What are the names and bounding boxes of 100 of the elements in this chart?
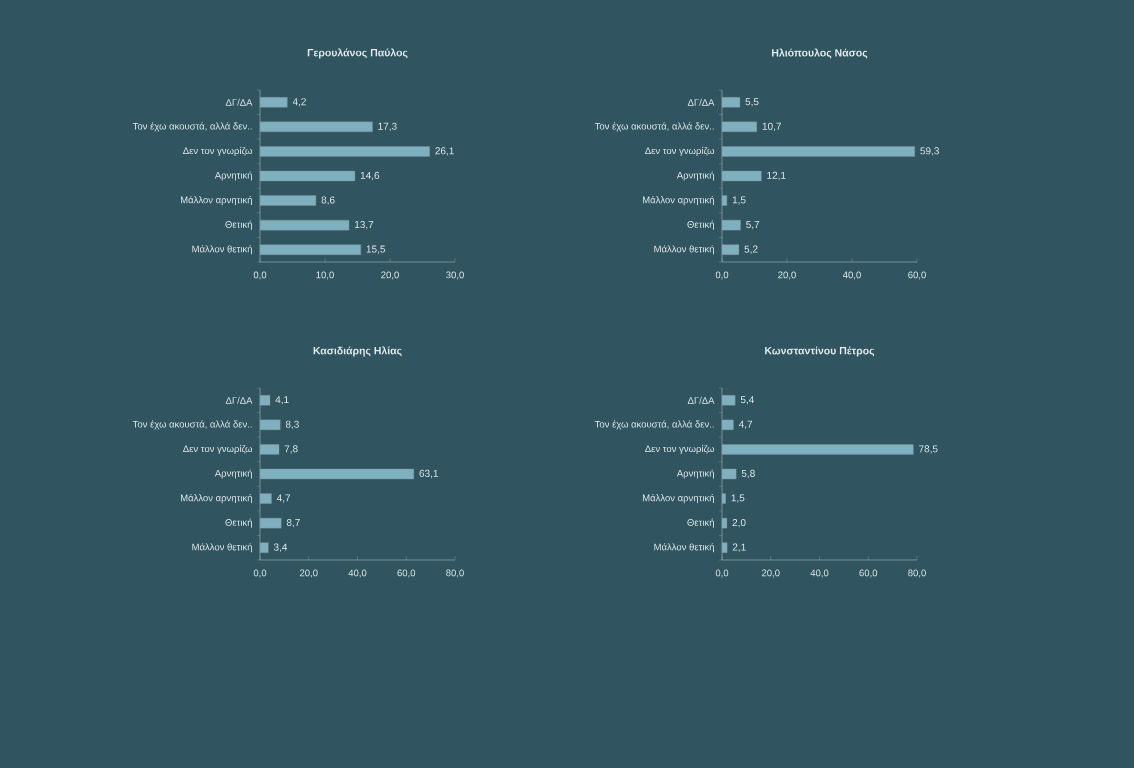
data-label: 2,0 bbox=[732, 519, 746, 528]
bar bbox=[721, 170, 762, 182]
bar bbox=[259, 493, 272, 504]
y-tick-label: Τον έχω ακουστά, αλλά δεν.. bbox=[132, 122, 252, 132]
x-tick-label: 20,0 bbox=[381, 271, 399, 280]
x-tick-label: 10,0 bbox=[316, 271, 334, 280]
chart-title: Γερουλάνος Παύλος bbox=[307, 48, 408, 59]
y-tick-label: Αρνητική bbox=[214, 469, 252, 479]
x-tick-label: 20,0 bbox=[761, 569, 780, 578]
data-label: 4,2 bbox=[292, 98, 306, 107]
x-tick-label: 60,0 bbox=[859, 569, 878, 578]
data-label: 5,4 bbox=[740, 396, 754, 405]
bar bbox=[259, 419, 281, 431]
y-tick-label: Τον έχω ακουστά, αλλά δεν.. bbox=[132, 420, 252, 430]
chart-title: Κωνσταντίνου Πέτρος bbox=[765, 346, 875, 357]
bar bbox=[721, 493, 726, 504]
y-tick-label: Δεν τον γνωρίζω bbox=[645, 444, 715, 454]
y-tick-label: Δεν τον γνωρίζω bbox=[183, 146, 253, 156]
data-label: 63,1 bbox=[419, 469, 438, 479]
bar bbox=[721, 97, 741, 108]
bar bbox=[721, 244, 740, 255]
y-tick-label: Μάλλον αρνητική bbox=[180, 195, 252, 206]
y-tick-label: Μάλλον αρνητική bbox=[180, 494, 252, 504]
bar bbox=[721, 468, 737, 480]
bar bbox=[259, 542, 269, 553]
bar bbox=[721, 219, 741, 231]
y-tick-label: Μάλλον θετική bbox=[654, 245, 714, 255]
y-tick-label: Δεν τον γνωρίζω bbox=[645, 146, 715, 156]
y-tick-label: ΔΓ/ΔΑ bbox=[225, 396, 253, 404]
x-tick-label: 0,0 bbox=[715, 569, 729, 578]
data-label: 8,7 bbox=[286, 519, 300, 528]
bar bbox=[721, 542, 728, 553]
data-label: 59,3 bbox=[920, 147, 939, 156]
data-label: 5,5 bbox=[745, 98, 759, 107]
y-tick-label: Θετική bbox=[687, 220, 714, 230]
y-tick-label: Αρνητική bbox=[676, 469, 714, 479]
data-label: 2,1 bbox=[732, 543, 746, 552]
data-label: 8,3 bbox=[285, 420, 299, 429]
data-label: 17,3 bbox=[378, 122, 397, 131]
data-label: 7,8 bbox=[284, 445, 298, 454]
data-label: 26,1 bbox=[435, 147, 454, 156]
bar bbox=[721, 517, 728, 529]
x-tick-label: 0,0 bbox=[715, 271, 729, 280]
bar bbox=[259, 170, 356, 182]
y-tick-label: Μάλλον θετική bbox=[192, 543, 252, 553]
y-tick-label: Θετική bbox=[225, 518, 252, 528]
data-label: 14,6 bbox=[360, 171, 380, 181]
bar bbox=[721, 444, 914, 455]
x-tick-label: 40,0 bbox=[810, 569, 829, 578]
y-tick-label: Τον έχω ακουστά, αλλά δεν.. bbox=[594, 420, 714, 430]
bar bbox=[259, 121, 373, 133]
bar bbox=[259, 195, 317, 206]
data-label: 12,1 bbox=[767, 171, 786, 181]
y-tick-label: Δεν τον γνωρίζω bbox=[183, 444, 253, 454]
y-tick-label: Μάλλον θετική bbox=[654, 543, 714, 553]
y-tick-label: Αρνητική bbox=[676, 171, 714, 181]
x-tick-label: 60,0 bbox=[908, 271, 926, 280]
bar bbox=[259, 219, 350, 231]
bar bbox=[259, 146, 430, 157]
chart-title: Κασιδιάρης Ηλίας bbox=[313, 346, 402, 357]
data-label: 4,1 bbox=[275, 396, 289, 405]
data-label: 78,5 bbox=[919, 445, 938, 454]
y-tick-label: ΔΓ/ΔΑ bbox=[687, 98, 715, 106]
data-label: 1,5 bbox=[731, 494, 745, 503]
data-label: 5,2 bbox=[744, 245, 758, 254]
y-tick-label: Αρνητική bbox=[214, 171, 252, 181]
x-tick-label: 20,0 bbox=[778, 271, 796, 280]
bar bbox=[721, 419, 734, 431]
x-tick-label: 80,0 bbox=[908, 569, 926, 578]
y-tick-label: Μάλλον αρνητική bbox=[643, 494, 714, 504]
data-label: 5,7 bbox=[746, 221, 760, 230]
x-tick-label: 0,0 bbox=[253, 271, 267, 280]
y-tick-label: ΔΓ/ΔΑ bbox=[225, 98, 253, 106]
y-tick-label: ΔΓ/ΔΑ bbox=[687, 396, 715, 404]
data-label: 8,6 bbox=[321, 196, 335, 205]
y-tick-label: Μάλλον θετική bbox=[192, 245, 252, 255]
x-tick-label: 40,0 bbox=[842, 271, 861, 280]
x-tick-label: 60,0 bbox=[397, 569, 416, 578]
x-tick-label: 30,0 bbox=[446, 271, 464, 280]
data-label: 3,4 bbox=[273, 543, 288, 552]
data-label: 4,7 bbox=[738, 420, 753, 429]
bar bbox=[721, 146, 915, 157]
x-tick-label: 20,0 bbox=[299, 569, 318, 578]
chart-title: Ηλιόπουλος Νάσος bbox=[772, 48, 868, 59]
y-tick-label: Θετική bbox=[225, 220, 252, 230]
data-label: 1,5 bbox=[732, 196, 746, 205]
x-tick-label: 40,0 bbox=[348, 569, 367, 578]
y-tick-label: Θετική bbox=[687, 518, 714, 528]
data-label: 10,7 bbox=[762, 122, 781, 131]
bar bbox=[721, 395, 736, 406]
bar bbox=[721, 121, 757, 133]
data-label: 5,8 bbox=[741, 469, 755, 479]
bar bbox=[259, 444, 280, 455]
bar bbox=[259, 517, 282, 529]
data-label: 15,5 bbox=[366, 245, 385, 254]
y-tick-label: Τον έχω ακουστά, αλλά δεν.. bbox=[594, 122, 714, 132]
data-label: 13,7 bbox=[355, 221, 374, 230]
bar bbox=[721, 195, 728, 206]
bar bbox=[259, 468, 415, 480]
bar bbox=[259, 244, 361, 255]
